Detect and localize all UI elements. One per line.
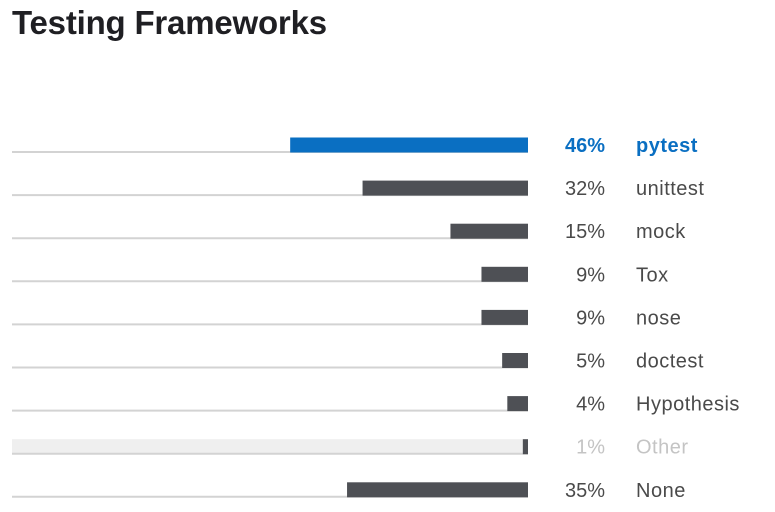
row-highlight-band	[12, 439, 528, 455]
bar-row: 4% Hypothesis	[12, 394, 740, 416]
bar-row: 46% pytest	[12, 135, 698, 157]
bar-row: 35% None	[12, 480, 686, 502]
category-label: doctest	[636, 351, 704, 373]
value-label: 9%	[576, 307, 605, 329]
value-label: 15%	[565, 221, 605, 243]
category-label: Tox	[636, 264, 669, 286]
value-label: 9%	[576, 264, 605, 286]
category-label: unittest	[636, 178, 704, 200]
bar-hypothesis	[507, 396, 528, 412]
bar-unittest	[362, 180, 528, 196]
value-label: 4%	[576, 394, 605, 416]
bar-row: 1% Other	[12, 437, 689, 459]
bar-nose	[481, 309, 528, 325]
value-label: 35%	[565, 480, 605, 502]
category-label: nose	[636, 307, 681, 329]
bar-row: 15% mock	[12, 221, 686, 243]
bar-row: 9% Tox	[12, 264, 669, 286]
value-label: 5%	[576, 351, 605, 373]
chart-title: Testing Frameworks	[12, 4, 327, 41]
bar-none	[347, 482, 528, 498]
bar-other	[522, 439, 528, 455]
bar-row: 5% doctest	[12, 351, 704, 373]
bar-doctest	[502, 353, 528, 368]
category-label: pytest	[636, 135, 698, 157]
category-label: None	[636, 480, 686, 502]
bar-row: 32% unittest	[12, 178, 704, 200]
value-label: 1%	[576, 437, 605, 459]
bar-pytest	[290, 137, 528, 153]
category-label: Other	[636, 437, 689, 459]
bar-tox	[481, 266, 528, 282]
value-label: 46%	[565, 135, 605, 157]
bar-mock	[450, 223, 528, 239]
bar-row: 9% nose	[12, 307, 681, 329]
category-label: mock	[636, 221, 686, 243]
category-label: Hypothesis	[636, 394, 740, 416]
value-label: 32%	[565, 178, 605, 200]
